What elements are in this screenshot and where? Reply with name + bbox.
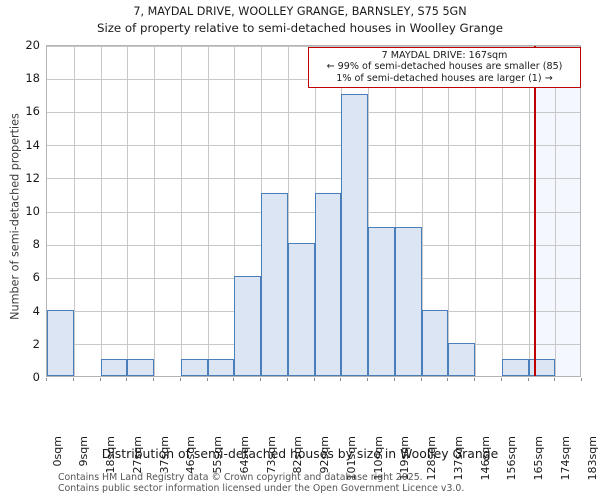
property-size-marker bbox=[534, 46, 536, 376]
footer-line-2: Contains public sector information licen… bbox=[58, 483, 465, 494]
gridline-y bbox=[47, 178, 580, 180]
y-tick-label: 20 bbox=[25, 38, 40, 52]
gridline-y bbox=[47, 111, 580, 113]
gridline-x bbox=[127, 46, 128, 376]
x-tick-mark bbox=[180, 378, 181, 381]
gridline-y bbox=[47, 46, 580, 47]
gridline-y bbox=[47, 211, 580, 213]
x-tick-mark bbox=[287, 378, 288, 381]
gridline-x bbox=[422, 46, 423, 376]
x-tick-mark bbox=[554, 378, 555, 381]
property-marker-line bbox=[47, 46, 580, 376]
x-tick-mark bbox=[153, 378, 154, 381]
x-axis-label: Distribution of semi-detached houses by … bbox=[101, 446, 499, 461]
histogram-bar bbox=[180, 359, 208, 376]
x-axis-ticks: 0sqm 9sqm 18sqm 27sqm 37sqm 46sqm 55sqm 64sqm 73… bbox=[46, 378, 599, 480]
chart-subtitle: Size of property relative to semi-detach… bbox=[96, 21, 504, 35]
histogram-bar bbox=[234, 276, 261, 376]
marker-shade-band bbox=[47, 46, 580, 376]
gridline-x bbox=[288, 46, 289, 376]
gridline-x bbox=[101, 46, 102, 376]
histogram-bar bbox=[394, 226, 422, 376]
gridline-x bbox=[475, 46, 476, 376]
gridline-x bbox=[368, 46, 369, 376]
x-tick-mark bbox=[367, 378, 368, 381]
x-tick-mark bbox=[528, 378, 529, 381]
page-title: 7, MAYDAL DRIVE, WOOLLEY GRANGE, BARNSLE… bbox=[133, 5, 467, 18]
gridline-x bbox=[395, 46, 396, 376]
gridline-y bbox=[47, 145, 580, 147]
x-tick-mark bbox=[73, 378, 74, 381]
histogram-bars bbox=[47, 46, 580, 376]
x-tick-mark bbox=[126, 378, 127, 381]
y-axis-label: Number of semi-detached properties bbox=[8, 113, 22, 320]
histogram-bar bbox=[207, 359, 235, 376]
x-tick-mark bbox=[46, 378, 47, 381]
gridline-x bbox=[234, 46, 235, 376]
x-tick-mark bbox=[207, 378, 208, 381]
gridline-x bbox=[154, 46, 155, 376]
gridline-x bbox=[555, 46, 556, 376]
histogram-bar bbox=[341, 93, 368, 376]
annotation-line-1: 7 MAYDAL DRIVE: 167sqm bbox=[381, 50, 508, 61]
histogram-bar bbox=[261, 193, 288, 376]
gridline-x bbox=[74, 46, 75, 376]
annotation-line-3: 1% of semi-detached houses are larger (1… bbox=[336, 72, 553, 84]
histogram-bar bbox=[368, 226, 395, 376]
gridline-x bbox=[208, 46, 209, 376]
histogram-bar bbox=[287, 243, 315, 376]
property-annotation-box: 7 MAYDAL DRIVE: 167sqm ← 99% of semi-det… bbox=[308, 47, 581, 89]
gridline-x bbox=[181, 46, 182, 376]
x-tick-mark bbox=[447, 378, 448, 381]
histogram-bar bbox=[100, 359, 128, 376]
x-tick-mark bbox=[233, 378, 234, 381]
histogram-bar bbox=[448, 342, 475, 376]
annotation-line-2: ← 99% of semi-detached houses are smalle… bbox=[326, 61, 563, 73]
x-tick-mark bbox=[501, 378, 502, 381]
gridline-x bbox=[448, 46, 449, 376]
histogram-bar bbox=[127, 359, 154, 376]
histogram-bar bbox=[47, 309, 74, 376]
histogram-bar bbox=[421, 309, 449, 376]
histogram-bar bbox=[501, 359, 529, 376]
x-tick-mark bbox=[314, 378, 315, 381]
x-tick-mark bbox=[421, 378, 422, 381]
chart-title-block: 7, MAYDAL DRIVE, WOOLLEY GRANGE, BARNSLE… bbox=[0, 4, 600, 37]
x-tick-mark bbox=[260, 378, 261, 381]
x-tick-mark bbox=[581, 378, 582, 381]
x-tick-mark bbox=[474, 378, 475, 381]
gridline-x bbox=[502, 46, 503, 376]
plot-area bbox=[46, 45, 581, 377]
larger-properties-shade bbox=[534, 46, 580, 376]
x-tick-mark bbox=[100, 378, 101, 381]
footer-line-1: Contains HM Land Registry data © Crown c… bbox=[58, 472, 423, 483]
attribution-footer: Contains HM Land Registry data © Crown c… bbox=[58, 472, 598, 494]
histogram-bar bbox=[314, 193, 342, 376]
x-tick-mark bbox=[340, 378, 341, 381]
gridline-x bbox=[529, 46, 530, 376]
x-tick-mark bbox=[394, 378, 395, 381]
